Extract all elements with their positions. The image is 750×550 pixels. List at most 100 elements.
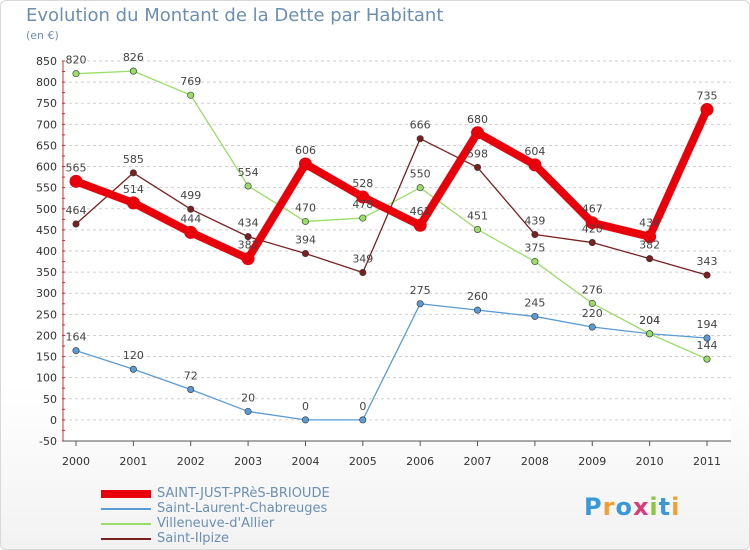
data-label: 420 (582, 223, 603, 236)
y-tick-label: 700 (36, 118, 57, 131)
data-point (643, 230, 657, 244)
data-label: 220 (582, 307, 603, 320)
data-label: 194 (697, 318, 718, 331)
data-point (585, 216, 599, 230)
x-tick-label: 2001 (119, 455, 147, 468)
data-label: 0 (359, 400, 366, 413)
data-label: 478 (352, 198, 373, 211)
y-tick-label: 850 (36, 55, 57, 68)
legend: SAINT-JUST-PRèS-BRIOUDE Saint-Laurent-Ch… (101, 486, 461, 546)
y-tick-label: 0 (50, 414, 57, 427)
data-label: 434 (639, 217, 660, 230)
data-point (528, 158, 542, 172)
data-point (531, 231, 539, 239)
data-point (474, 306, 482, 314)
data-label: 680 (467, 113, 488, 126)
data-label: 349 (352, 253, 373, 266)
data-point (244, 182, 252, 190)
y-tick-label: 400 (36, 245, 57, 258)
data-point (72, 347, 80, 355)
data-label: 769 (180, 75, 201, 88)
data-label: 461 (410, 205, 431, 218)
y-tick-label: 450 (36, 224, 57, 237)
data-point (531, 258, 539, 266)
data-point (588, 239, 596, 247)
data-point (588, 323, 596, 331)
data-label: 434 (238, 217, 259, 230)
data-point (69, 174, 83, 188)
logo-letter: i (649, 493, 659, 521)
y-tick-label: 600 (36, 161, 57, 174)
data-point (531, 312, 539, 320)
data-point (244, 407, 252, 415)
data-label: 275 (410, 284, 431, 297)
x-tick-label: 2007 (464, 455, 492, 468)
data-label: 343 (697, 255, 718, 268)
data-label: 204 (639, 314, 660, 327)
data-label: 604 (524, 145, 545, 158)
data-label: 164 (66, 331, 87, 344)
data-point (187, 205, 195, 213)
x-tick-label: 2003 (234, 455, 262, 468)
data-point (474, 225, 482, 233)
y-tick-label: 650 (36, 139, 57, 152)
y-tick-label: 50 (43, 393, 57, 406)
data-label: 585 (123, 153, 144, 166)
data-label: 554 (238, 166, 259, 179)
data-label: 499 (180, 189, 201, 202)
data-point (359, 416, 367, 424)
data-point (416, 135, 424, 143)
data-label: 514 (123, 183, 144, 196)
data-point (129, 169, 137, 177)
data-label: 565 (66, 161, 87, 174)
data-label: 606 (295, 144, 316, 157)
data-label: 382 (238, 239, 259, 252)
data-point (646, 255, 654, 263)
data-label: 0 (302, 400, 309, 413)
x-tick-label: 2009 (578, 455, 606, 468)
data-point (588, 299, 596, 307)
logo-letter: x (632, 493, 650, 521)
chart-title: Evolution du Montant de la Dette par Hab… (26, 5, 444, 26)
data-point (187, 385, 195, 393)
legend-swatch (101, 538, 151, 540)
data-label: 550 (410, 168, 431, 181)
data-label: 528 (352, 177, 373, 190)
legend-label: Saint-Laurent-Chabreuges (157, 501, 328, 516)
legend-swatch (101, 523, 151, 525)
proxiti-logo: Proxiti (584, 493, 680, 521)
data-point (301, 250, 309, 258)
y-tick-label: 500 (36, 203, 57, 216)
x-tick-label: 2006 (406, 455, 434, 468)
x-tick-label: 2000 (62, 455, 90, 468)
data-point (298, 157, 312, 171)
y-tick-label: 200 (36, 329, 57, 342)
logo-letter: i (671, 493, 681, 521)
data-point (244, 233, 252, 241)
logo-letter: P (584, 493, 603, 521)
data-label: 20 (241, 391, 255, 404)
y-tick-label: 550 (36, 182, 57, 195)
data-label: 467 (582, 203, 603, 216)
data-point (301, 416, 309, 424)
x-tick-label: 2002 (177, 455, 205, 468)
y-tick-label: 100 (36, 372, 57, 385)
data-label: 820 (66, 54, 87, 67)
data-point (301, 217, 309, 225)
data-label: 120 (123, 349, 144, 362)
data-label: 444 (180, 212, 201, 225)
data-point (359, 269, 367, 277)
y-tick-label: 750 (36, 97, 57, 110)
legend-item-saint-ilpize: Saint-Ilpize (101, 531, 461, 546)
series-line (72, 105, 711, 263)
data-point (72, 220, 80, 228)
logo-letter: t (658, 493, 672, 521)
x-tick-label: 2010 (636, 455, 664, 468)
x-tick-label: 2005 (349, 455, 377, 468)
y-tick-label: -50 (39, 435, 57, 448)
legend-item-saint-laurent: Saint-Laurent-Chabreuges (101, 501, 461, 516)
data-point (474, 163, 482, 171)
data-label: 72 (184, 369, 198, 382)
